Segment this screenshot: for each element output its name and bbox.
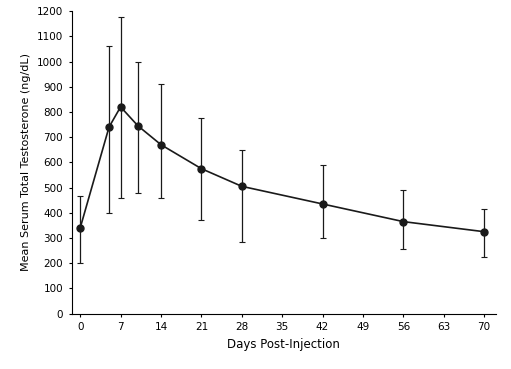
- X-axis label: Days Post-Injection: Days Post-Injection: [227, 338, 340, 351]
- Y-axis label: Mean Serum Total Testosterone (ng/dL): Mean Serum Total Testosterone (ng/dL): [21, 54, 31, 271]
